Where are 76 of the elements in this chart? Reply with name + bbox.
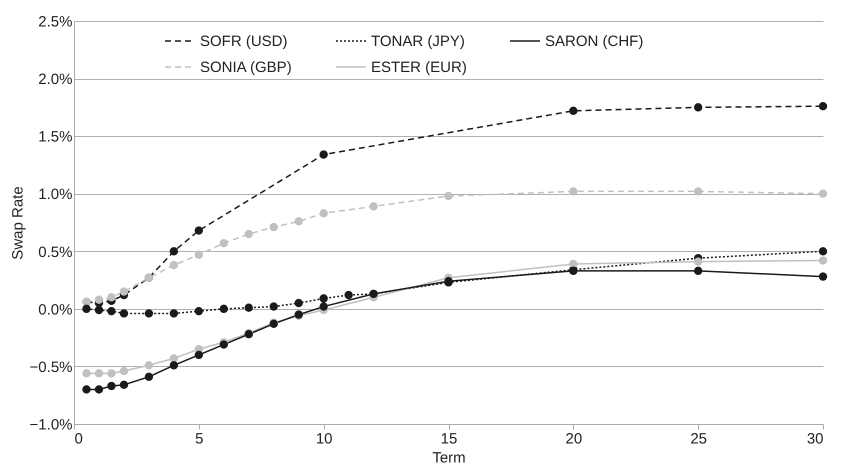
point <box>94 306 104 314</box>
point <box>294 298 303 308</box>
point <box>694 103 702 112</box>
point <box>319 150 328 159</box>
point <box>107 293 116 302</box>
point <box>82 385 91 394</box>
point <box>818 247 828 256</box>
point <box>270 302 278 311</box>
point <box>818 256 828 265</box>
y-axis-title: Swap Rate <box>10 186 27 260</box>
legend-label: SARON (CHF) <box>545 33 644 50</box>
point <box>818 272 828 281</box>
point <box>220 239 228 248</box>
point <box>319 302 328 311</box>
point <box>82 304 91 314</box>
point <box>144 309 154 318</box>
point <box>107 369 116 378</box>
point <box>444 192 453 200</box>
point <box>194 226 204 235</box>
point <box>694 257 702 266</box>
x-tick-label: 20 <box>565 430 582 448</box>
point <box>270 222 278 232</box>
point <box>694 187 702 196</box>
y-tick-label: 0.5% <box>38 244 72 261</box>
y-tick-label: 0.0% <box>38 301 72 318</box>
point <box>194 306 204 316</box>
point <box>170 309 178 318</box>
point <box>569 106 578 115</box>
x-tick-label: 30 <box>806 430 824 448</box>
point <box>694 266 702 276</box>
y-tick-label: 2.5% <box>38 14 72 30</box>
point <box>319 294 328 303</box>
point <box>569 260 578 268</box>
point <box>144 372 154 381</box>
point <box>94 295 104 304</box>
point <box>369 202 378 211</box>
y-tick-label: 1.0% <box>38 186 72 204</box>
point <box>94 369 104 378</box>
legend-label: SOFR (USD) <box>200 33 288 50</box>
point <box>220 340 228 349</box>
x-axis-title: Term <box>432 450 466 466</box>
point <box>120 309 128 318</box>
point <box>294 217 303 226</box>
point <box>244 304 253 312</box>
point <box>120 287 128 296</box>
x-tick-label: 25 <box>690 430 708 448</box>
point <box>107 382 116 390</box>
legend-label: TONAR (JPY) <box>371 33 465 50</box>
x-tick-label: 10 <box>316 430 333 448</box>
y-tick-label: 2.0% <box>38 71 72 88</box>
x-tick-label: 0 <box>74 430 83 448</box>
y-tick-label: −1.0% <box>30 416 72 434</box>
point <box>569 187 578 196</box>
point <box>94 385 104 394</box>
point <box>194 250 204 259</box>
point <box>344 290 353 300</box>
point <box>170 247 178 256</box>
y-tick-label: −0.5% <box>30 358 72 376</box>
point <box>107 306 116 316</box>
point <box>82 369 91 378</box>
point <box>220 304 228 314</box>
point <box>144 361 154 370</box>
point <box>818 190 828 198</box>
point <box>319 209 328 218</box>
legend-label: SONIA (GBP) <box>200 59 292 76</box>
point <box>194 350 204 360</box>
point <box>170 361 178 370</box>
y-tick-label: 1.5% <box>38 128 72 146</box>
x-tick-label: 5 <box>195 430 204 448</box>
point <box>170 260 178 270</box>
point <box>818 102 828 110</box>
point <box>120 380 128 390</box>
legend-label: ESTER (EUR) <box>371 59 467 76</box>
x-tick-label: 15 <box>440 430 458 448</box>
point <box>244 230 253 238</box>
point <box>120 366 128 376</box>
